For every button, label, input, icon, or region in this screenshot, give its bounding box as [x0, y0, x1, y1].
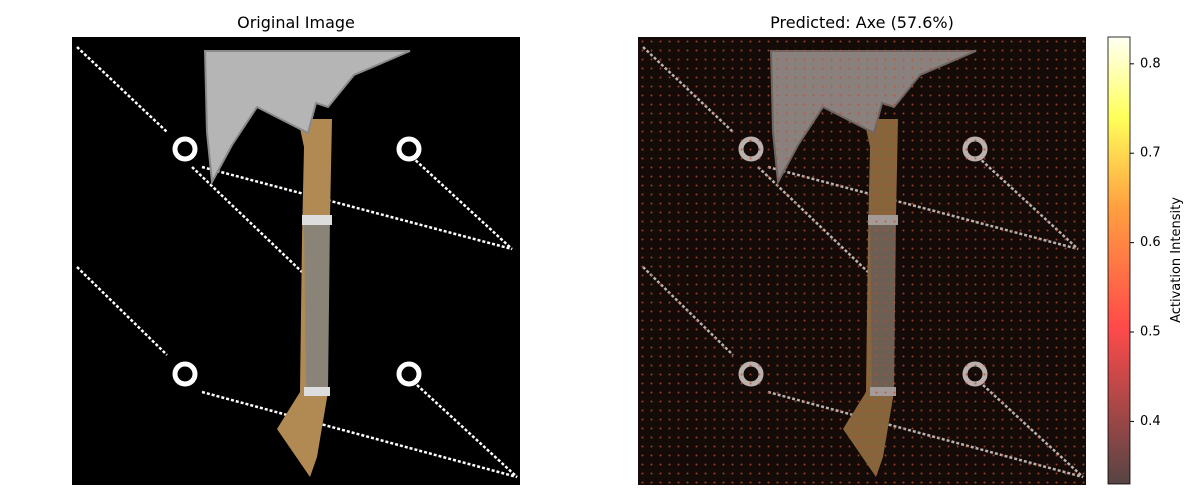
panel-title: Original Image: [237, 13, 355, 32]
colorbar-label: Activation Intensity: [1169, 197, 1184, 323]
panel-title: Predicted: Axe (57.6%): [770, 13, 954, 32]
colorbar-tick-label: 0.4: [1140, 414, 1161, 429]
colorbar-tick-label: 0.5: [1140, 325, 1161, 340]
heatmap-image: [638, 37, 1086, 485]
original-image: [72, 37, 520, 485]
colorbar-tick-label: 0.8: [1140, 56, 1161, 71]
colorbar-tick-label: 0.6: [1140, 235, 1161, 250]
colorbar-tick-label: 0.7: [1140, 146, 1161, 161]
colorbar: [1107, 36, 1131, 485]
